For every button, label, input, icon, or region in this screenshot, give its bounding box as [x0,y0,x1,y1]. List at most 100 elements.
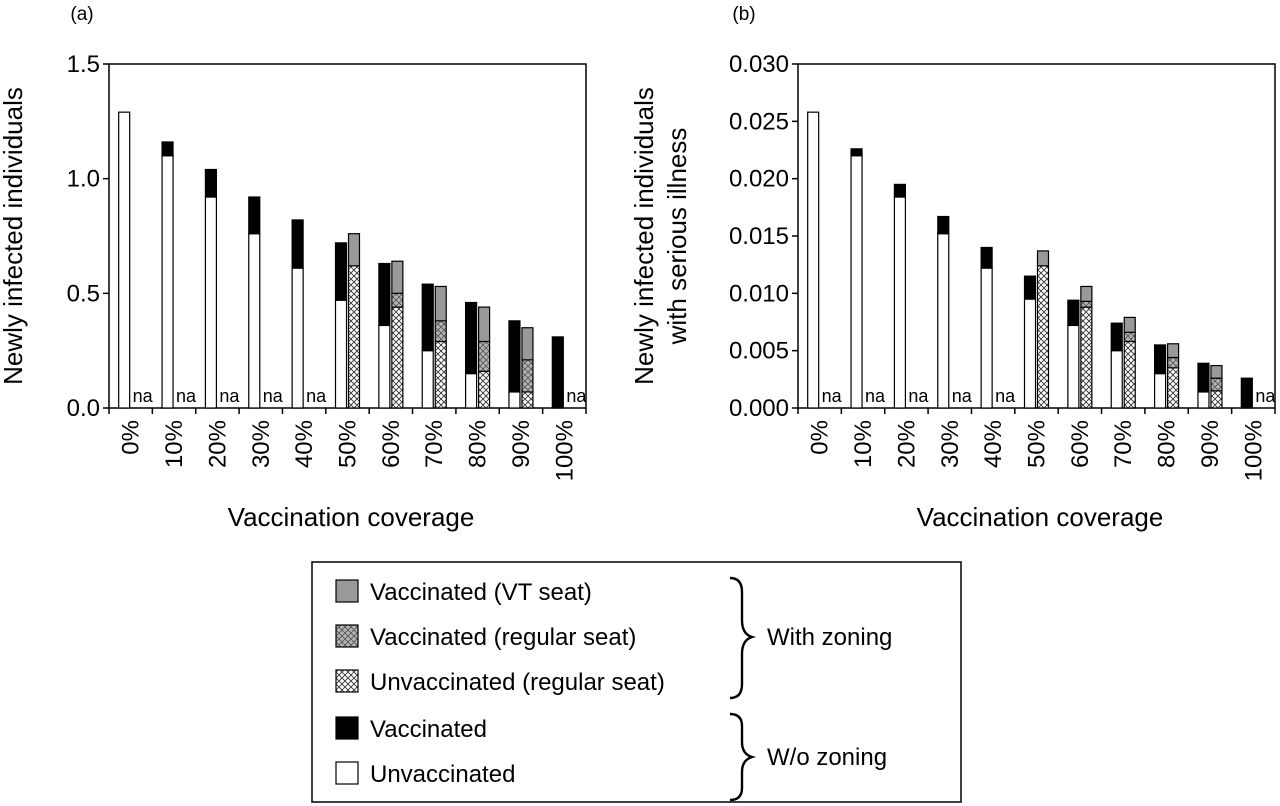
legend-label-vaccinated-regular: Vaccinated (regular seat) [370,624,636,651]
bar-with-zoning-vaccinated-regular [477,340,491,372]
x-tick-label: 80% [1154,420,1181,468]
bar-without-zoning-unvaccinated [1197,391,1210,409]
na-label: na [995,386,1016,406]
bar-with-zoning-unvaccinated-regular [434,340,447,409]
bar-without-zoning-unvaccinated [1067,324,1080,409]
legend-swatch-vaccinated [335,716,359,740]
bar-with-zoning-unvaccinated-regular [1210,390,1223,409]
bar-without-zoning-unvaccinated [334,299,348,409]
bar-with-zoning-unvaccinated-regular [391,306,404,409]
bar-without-zoning-vaccinated [1197,362,1210,393]
y-tick-label: 0.0 [67,395,100,422]
bar-with-zoning-unvaccinated-regular [347,265,361,409]
legend-label-unvaccinated-regular: Unvaccinated (regular seat) [370,669,665,696]
na-label: na [822,386,843,406]
x-tick-label: 90% [508,420,535,468]
bar-without-zoning-unvaccinated [204,196,218,409]
bar-without-zoning-vaccinated [1153,344,1167,375]
panel-a-plot-area: 0.0 0.5 1.0 1.5 0% na 10% na 20% na 30% na 40% na 50% 6… [67,51,588,481]
bar-without-zoning-unvaccinated [464,373,478,409]
legend-label-unvaccinated: Unvaccinated [370,761,515,788]
bar-without-zoning-unvaccinated [807,111,820,409]
bar-with-zoning-unvaccinated-regular [477,370,491,409]
bar-with-zoning-vaccinated-regular [1166,356,1180,369]
bar-with-zoning-vaccinated-vt [1210,364,1223,379]
legend-brace-with-zoning [729,576,757,700]
bar-without-zoning-unvaccinated [291,267,304,409]
x-tick-label: 70% [421,420,448,468]
bar-with-zoning-unvaccinated-regular [1036,265,1050,409]
bar-without-zoning-vaccinated [378,262,391,327]
bar-with-zoning-vaccinated-vt [1166,343,1180,359]
bar-without-zoning-unvaccinated [248,233,261,409]
panel-b-ylabel-line-1: Newly infected individuals [629,87,659,385]
legend: Vaccinated (VT seat) Vaccinated (regular… [311,561,962,803]
bar-without-zoning-vaccinated [508,320,521,393]
panel-b-plot-area: 0.000 0.005 0.010 0.015 0.020 0.025 0.030 0% na 1… [729,51,1276,481]
x-tick-label: 100% [551,420,578,481]
bar-without-zoning-vaccinated [937,215,950,235]
na-label: na [219,386,240,406]
bar-without-zoning-unvaccinated [378,324,391,409]
bar-without-zoning-vaccinated [1023,275,1037,300]
bar-without-zoning-vaccinated [464,301,478,375]
x-tick-label: 100% [1240,420,1267,481]
x-tick-label: 70% [1110,420,1137,468]
na-label: na [176,386,197,406]
y-tick-label: 0.5 [67,280,100,307]
x-tick-label: 0% [807,420,834,455]
panel-b: (b) Newly infected individuals with seri… [629,4,1276,532]
bar-with-zoning-vaccinated-vt [1123,316,1136,333]
legend-box [311,561,962,803]
bar-without-zoning-vaccinated [1240,377,1253,409]
x-tick-label: 80% [465,420,492,468]
panel-a-ylabel-line-1: Newly infected individuals [0,87,28,385]
bar-with-zoning-vaccinated-regular [391,292,404,308]
panel-0-frame [108,63,587,409]
legend-swatch-vaccinated-regular [335,624,359,648]
bar-without-zoning-unvaccinated [1110,350,1123,409]
x-tick-label: 10% [850,420,877,468]
bar-with-zoning-vaccinated-regular [1123,331,1136,343]
x-tick-label: 60% [378,420,405,468]
bar-with-zoning-vaccinated-regular [434,320,447,343]
bar-with-zoning-vaccinated-vt [1080,285,1093,302]
legend-swatch-vt-seat [335,579,359,603]
bar-with-zoning-vaccinated-regular [1210,377,1223,392]
na-label: na [908,386,929,406]
bar-without-zoning-unvaccinated [508,391,521,409]
na-label: na [952,386,973,406]
bar-without-zoning-vaccinated [893,183,907,198]
na-label: na [1255,386,1276,406]
panel-a: (a) Newly infected individuals 0.0 0.5 1.0… [0,4,587,532]
bar-without-zoning-unvaccinated [1153,373,1167,409]
legend-label-vt-seat: Vaccinated (VT seat) [370,579,592,606]
x-tick-label: 50% [1024,420,1051,468]
panel-b-ylabel: Newly infected individuals with serious … [629,87,692,385]
bar-with-zoning-vaccinated-vt [434,285,447,322]
bar-with-zoning-vaccinated-vt [391,260,404,294]
bar-with-zoning-vaccinated-vt [1036,250,1050,267]
y-tick-label: 0.025 [729,108,789,135]
x-tick-label: 20% [204,420,231,468]
bar-without-zoning-unvaccinated [118,111,131,409]
bar-without-zoning-vaccinated [421,283,434,352]
bar-with-zoning-unvaccinated-regular [1166,367,1180,409]
x-tick-label: 10% [161,420,188,468]
bar-without-zoning-unvaccinated [850,155,863,409]
bar-with-zoning-unvaccinated-regular [1080,306,1093,409]
legend-group-without-zoning: W/o zoning [767,744,887,771]
bar-without-zoning-vaccinated [161,141,174,157]
legend-swatch-unvaccinated-regular [335,669,359,693]
bar-without-zoning-unvaccinated [1023,298,1037,409]
panel-b-ylabel-line-2: with serious illness [662,128,692,346]
bar-without-zoning-vaccinated [204,168,218,198]
panel-a-ylabel: Newly infected individuals [0,87,28,385]
bar-with-zoning-vaccinated-vt [477,306,491,343]
bar-without-zoning-vaccinated [1110,322,1123,352]
y-tick-label: 1.0 [67,166,100,193]
panel-a-xlabel: Vaccination coverage [228,502,475,532]
bar-with-zoning-vaccinated-vt [347,233,361,267]
y-tick-label: 0.000 [729,395,789,422]
